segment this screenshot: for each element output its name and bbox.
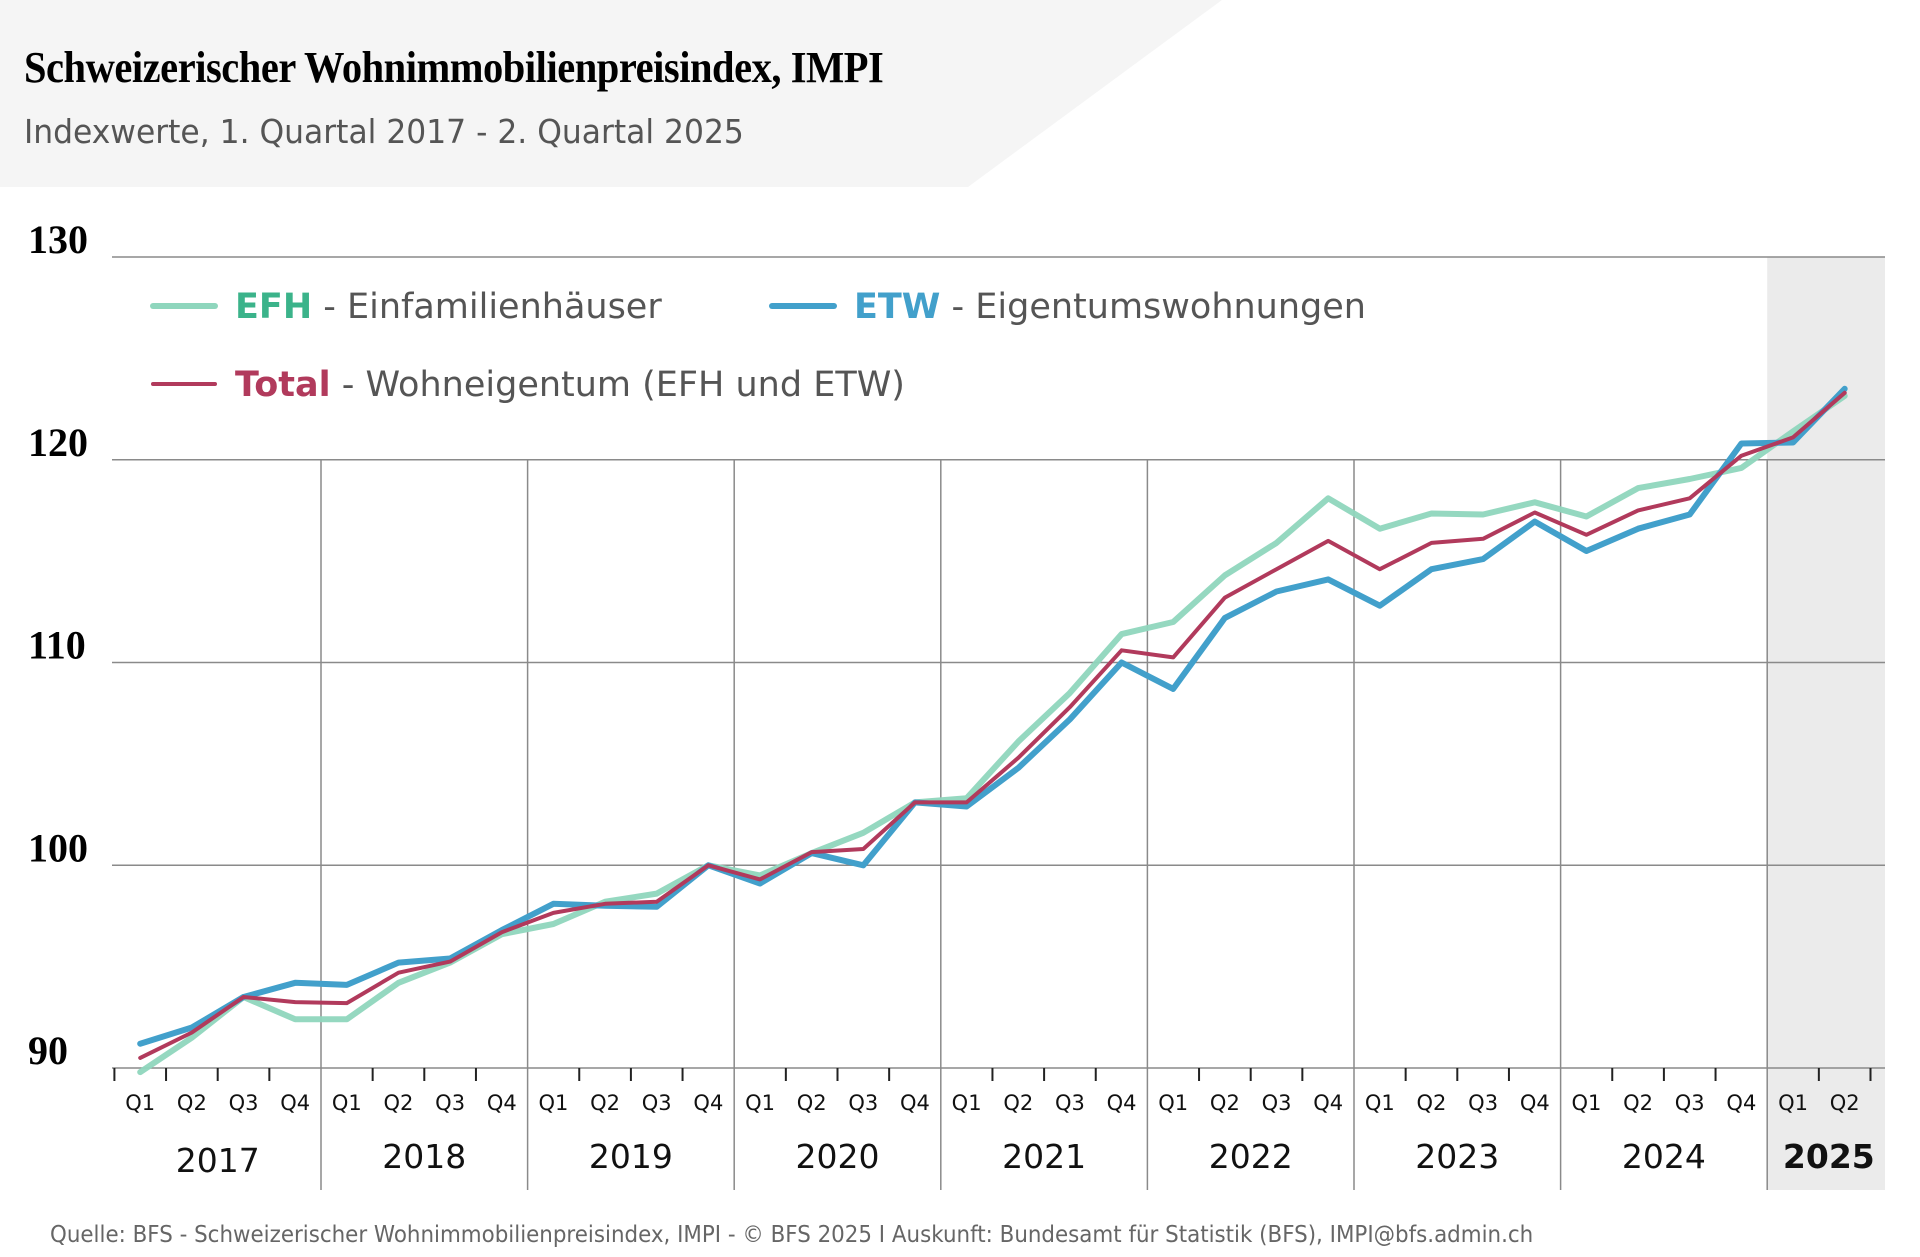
x-tick-label: Q1 xyxy=(538,1091,568,1115)
x-tick-label: Q1 xyxy=(1571,1091,1601,1115)
x-tick-label: Q2 xyxy=(1210,1091,1240,1115)
highlight-band-layer xyxy=(1767,257,1885,1190)
y-tick-label: 110 xyxy=(28,623,86,668)
legend-key: Total xyxy=(235,365,331,405)
x-tick-label: Q2 xyxy=(384,1091,414,1115)
x-tick-label: Q2 xyxy=(1417,1091,1447,1115)
year-label: 2020 xyxy=(796,1137,880,1176)
legend-entry-efh: EFH - Einfamilienhäuser xyxy=(235,287,662,327)
y-tick-label: 120 xyxy=(28,420,88,465)
header-panel xyxy=(0,0,1222,187)
legend-key: ETW xyxy=(854,287,940,327)
series-lines xyxy=(137,385,1848,1076)
legend-entry-total: Total - Wohneigentum (EFH und ETW) xyxy=(235,365,905,405)
year-label: 2023 xyxy=(1415,1137,1499,1176)
x-tick-label: Q4 xyxy=(1313,1091,1343,1115)
series-line-total xyxy=(138,390,1847,1060)
y-axis-ticks: 90 100 110 120 130 xyxy=(28,217,88,1073)
x-tick-label: Q2 xyxy=(797,1091,827,1115)
x-tick-label: Q3 xyxy=(1055,1091,1085,1115)
legend-entry-etw: ETW - Eigentumswohnungen xyxy=(854,287,1366,327)
year-label: 2022 xyxy=(1209,1137,1293,1176)
x-tick-label: Q3 xyxy=(435,1091,465,1115)
x-tick-label: Q3 xyxy=(642,1091,672,1115)
year-label: 2017 xyxy=(176,1141,260,1180)
x-tick-label: Q1 xyxy=(952,1091,982,1115)
year-label: 2019 xyxy=(589,1137,673,1176)
series-line-efh xyxy=(137,392,1848,1076)
x-tick-label: Q1 xyxy=(1158,1091,1188,1115)
header-background xyxy=(0,0,1222,187)
x-tick-label: Q1 xyxy=(125,1091,155,1115)
x-tick-label: Q1 xyxy=(1365,1091,1395,1115)
chart-title: Schweizerischer Wohnimmobilienpreisindex… xyxy=(24,43,884,92)
legend-text: - Eigentumswohnungen xyxy=(940,287,1366,327)
source-footer: Quelle: BFS - Schweizerischer Wohnimmobi… xyxy=(50,1222,1534,1248)
x-tick-label: Q2 xyxy=(590,1091,620,1115)
legend: EFH - Einfamilienhäuser ETW - Eigentumswo… xyxy=(150,287,1366,405)
x-tick-label: Q1 xyxy=(745,1091,775,1115)
year-label: 2025 xyxy=(1783,1137,1875,1176)
y-tick-label: 100 xyxy=(28,825,88,870)
x-axis: Q1 Q2 Q3 Q4 Q1 Q2 Q3 Q4 Q1 Q2 Q3 Q4 Q1 Q2 Q3 Q4 Q1 Q2 Q3 Q4… xyxy=(113,1068,1875,1180)
x-tick-label: Q4 xyxy=(1107,1091,1137,1115)
x-tick-label: Q4 xyxy=(1520,1091,1550,1115)
x-tick-label: Q4 xyxy=(280,1091,310,1115)
x-tick-label: Q3 xyxy=(1675,1091,1705,1115)
year-label: 2021 xyxy=(1002,1137,1086,1176)
chart-subtitle: Indexwerte, 1. Quartal 2017 - 2. Quartal… xyxy=(24,112,744,151)
x-tick-label: Q3 xyxy=(229,1091,259,1115)
legend-text: - Wohneigentum (EFH und ETW) xyxy=(331,365,905,405)
legend-key: EFH xyxy=(235,287,312,327)
year-label: 2018 xyxy=(382,1137,466,1176)
gridlines xyxy=(112,256,1885,1190)
x-tick-label: Q3 xyxy=(848,1091,878,1115)
x-tick-label: Q3 xyxy=(1468,1091,1498,1115)
series-line-etw xyxy=(137,385,1848,1047)
x-tick-label: Q1 xyxy=(332,1091,362,1115)
legend-text: - Einfamilienhäuser xyxy=(312,287,662,327)
x-tick-label: Q4 xyxy=(487,1091,517,1115)
year-label: 2024 xyxy=(1622,1137,1706,1176)
x-tick-label: Q2 xyxy=(1830,1091,1860,1115)
y-tick-label: 90 xyxy=(28,1028,68,1073)
x-tick-label: Q1 xyxy=(1778,1091,1808,1115)
x-tick-label: Q4 xyxy=(1726,1091,1756,1115)
x-tick-label: Q2 xyxy=(1623,1091,1653,1115)
y-tick-label: 130 xyxy=(28,217,88,262)
x-tick-label: Q2 xyxy=(1003,1091,1033,1115)
x-tick-label: Q4 xyxy=(693,1091,723,1115)
x-tick-label: Q4 xyxy=(900,1091,930,1115)
x-tick-label: Q3 xyxy=(1262,1091,1292,1115)
highlight-band-2025 xyxy=(1767,257,1885,1190)
x-tick-label: Q2 xyxy=(177,1091,207,1115)
